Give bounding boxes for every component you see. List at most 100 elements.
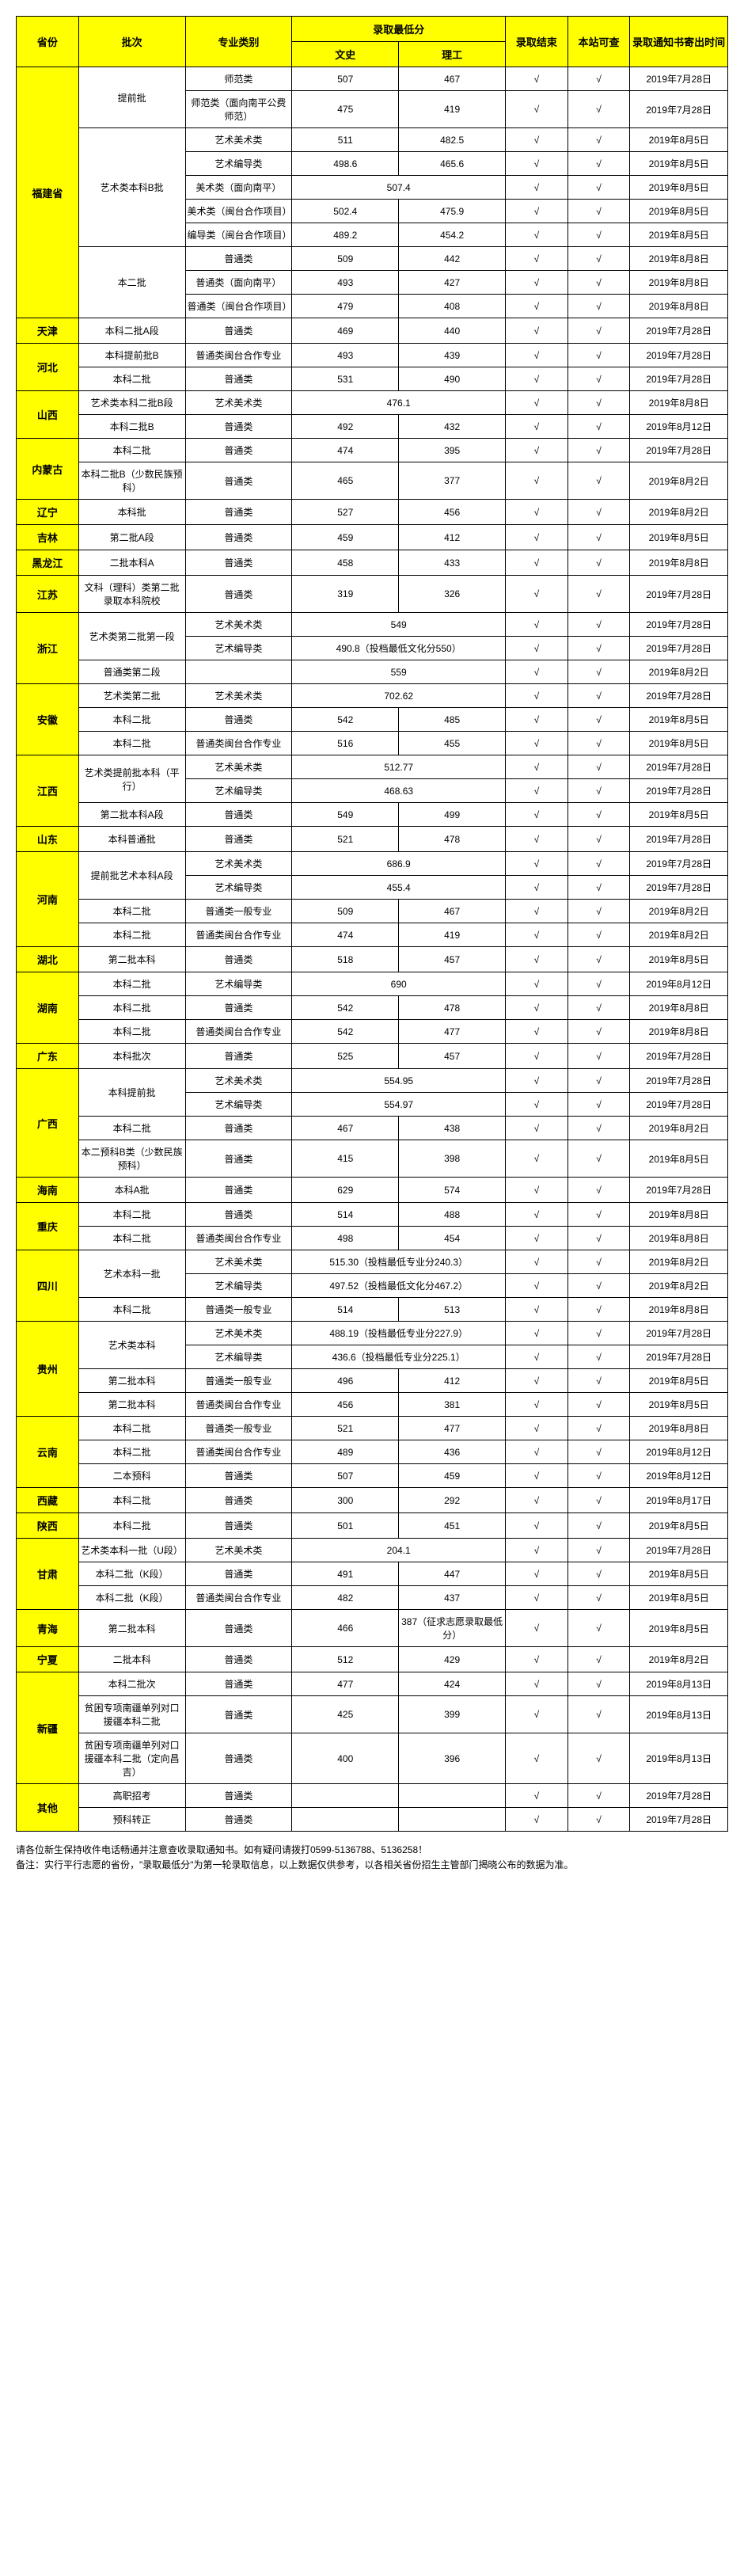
type-cell: 普通类（面向南平） <box>185 271 292 295</box>
date-cell: 2019年8月8日 <box>630 1227 728 1250</box>
result-cell: √ <box>506 1562 568 1586</box>
li-cell: 432 <box>399 415 506 439</box>
province-cell: 广东 <box>17 1044 79 1069</box>
li-cell <box>399 1784 506 1808</box>
batch-cell: 本科二批 <box>78 1440 185 1464</box>
date-cell: 2019年8月5日 <box>630 200 728 223</box>
result-cell: √ <box>506 1044 568 1069</box>
batch-cell: 本科二批 <box>78 367 185 391</box>
type-cell: 普通类 <box>185 827 292 852</box>
hdr-date: 录取通知书寄出时间 <box>630 17 728 67</box>
date-cell: 2019年7月28日 <box>630 1784 728 1808</box>
province-cell: 山东 <box>17 827 79 852</box>
date-cell: 2019年8月5日 <box>630 223 728 247</box>
type-cell: 普通类（闽台合作项目） <box>185 295 292 318</box>
date-cell: 2019年8月2日 <box>630 1647 728 1672</box>
wen-cell: 474 <box>292 923 399 947</box>
result-cell: √ <box>506 1784 568 1808</box>
wen-cell: 300 <box>292 1488 399 1513</box>
result-cell: √ <box>506 550 568 576</box>
li-cell: 442 <box>399 247 506 271</box>
date-cell: 2019年7月28日 <box>630 876 728 900</box>
date-cell: 2019年8月5日 <box>630 1562 728 1586</box>
type-cell: 普通类闽台合作专业 <box>185 344 292 367</box>
date-cell: 2019年8月5日 <box>630 1610 728 1647</box>
hdr-score-group: 录取最低分 <box>292 17 506 42</box>
wen-cell: 493 <box>292 344 399 367</box>
date-cell: 2019年8月5日 <box>630 1586 728 1610</box>
result-cell: √ <box>506 1093 568 1117</box>
date-cell: 2019年8月5日 <box>630 947 728 972</box>
wen-cell: 479 <box>292 295 399 318</box>
site-cell: √ <box>567 1696 630 1733</box>
batch-cell: 本二预科B类（少数民族预科） <box>78 1140 185 1178</box>
date-cell: 2019年7月28日 <box>630 1322 728 1345</box>
li-cell: 574 <box>399 1178 506 1203</box>
date-cell: 2019年7月28日 <box>630 1345 728 1369</box>
date-cell: 2019年7月28日 <box>630 1178 728 1203</box>
result-cell: √ <box>506 415 568 439</box>
date-cell: 2019年8月5日 <box>630 525 728 550</box>
batch-cell: 本科二批 <box>78 972 185 996</box>
li-cell: 433 <box>399 550 506 576</box>
type-cell: 艺术美术类 <box>185 755 292 779</box>
batch-cell: 本科二批 <box>78 732 185 755</box>
score-cell: 476.1 <box>292 391 506 415</box>
li-cell: 424 <box>399 1672 506 1696</box>
site-cell: √ <box>567 500 630 525</box>
type-cell: 艺术美术类 <box>185 391 292 415</box>
site-cell: √ <box>567 91 630 128</box>
province-cell: 贵州 <box>17 1322 79 1417</box>
type-cell: 艺术美术类 <box>185 1250 292 1274</box>
result-cell: √ <box>506 1733 568 1784</box>
site-cell: √ <box>567 367 630 391</box>
wen-cell: 400 <box>292 1733 399 1784</box>
score-cell: 702.62 <box>292 684 506 708</box>
type-cell: 师范类 <box>185 67 292 91</box>
result-cell: √ <box>506 152 568 176</box>
type-cell: 普通类 <box>185 247 292 271</box>
result-cell: √ <box>506 500 568 525</box>
li-cell: 395 <box>399 439 506 462</box>
result-cell: √ <box>506 1417 568 1440</box>
date-cell: 2019年7月28日 <box>630 613 728 637</box>
result-cell: √ <box>506 1610 568 1647</box>
batch-cell: 本科二批 <box>78 1298 185 1322</box>
type-cell <box>185 660 292 684</box>
site-cell: √ <box>567 1020 630 1044</box>
type-cell: 普通类闽台合作专业 <box>185 923 292 947</box>
type-cell: 普通类 <box>185 1672 292 1696</box>
province-cell: 重庆 <box>17 1203 79 1250</box>
wen-cell: 525 <box>292 1044 399 1069</box>
score-cell: 468.63 <box>292 779 506 803</box>
score-cell: 686.9 <box>292 852 506 876</box>
hdr-type: 专业类别 <box>185 17 292 67</box>
result-cell: √ <box>506 923 568 947</box>
score-cell: 488.19（投档最低专业分227.9） <box>292 1322 506 1345</box>
site-cell: √ <box>567 318 630 344</box>
result-cell: √ <box>506 67 568 91</box>
result-cell: √ <box>506 391 568 415</box>
result-cell: √ <box>506 1672 568 1696</box>
hdr-province: 省份 <box>17 17 79 67</box>
date-cell: 2019年7月28日 <box>630 367 728 391</box>
li-cell: 436 <box>399 1440 506 1464</box>
province-cell: 湖北 <box>17 947 79 972</box>
site-cell: √ <box>567 295 630 318</box>
batch-cell: 本科批次 <box>78 1044 185 1069</box>
date-cell: 2019年7月28日 <box>630 852 728 876</box>
province-cell: 四川 <box>17 1250 79 1322</box>
date-cell: 2019年8月2日 <box>630 900 728 923</box>
batch-cell: 本科二批 <box>78 1227 185 1250</box>
batch-cell: 本科二批 <box>78 1020 185 1044</box>
result-cell: √ <box>506 1345 568 1369</box>
type-cell: 师范类（面向南平公费师范） <box>185 91 292 128</box>
li-cell: 454.2 <box>399 223 506 247</box>
site-cell: √ <box>567 1393 630 1417</box>
score-cell: 490.8（投档最低文化分550） <box>292 637 506 660</box>
li-cell: 456 <box>399 500 506 525</box>
date-cell: 2019年8月2日 <box>630 1274 728 1298</box>
type-cell: 普通类 <box>185 1696 292 1733</box>
result-cell: √ <box>506 1298 568 1322</box>
wen-cell: 489.2 <box>292 223 399 247</box>
